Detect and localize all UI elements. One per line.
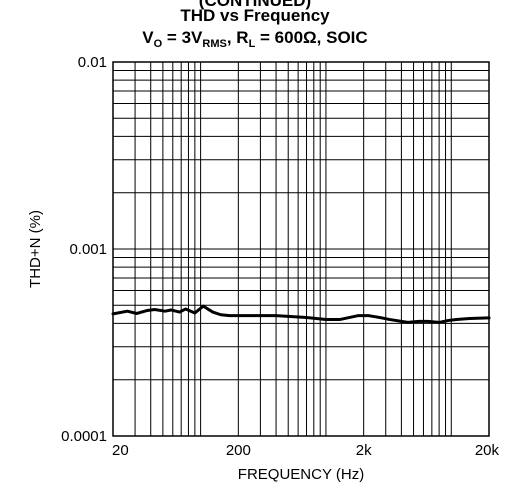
plot-frame xyxy=(112,61,490,437)
x-axis-label: FREQUENCY (Hz) xyxy=(238,466,364,483)
plot-grid xyxy=(113,62,489,436)
y-tick-labels: 0.01 0.001 0.0001 xyxy=(61,54,107,445)
chart-subtitle: VO = 3VRMS, RL = 600Ω, SOIC xyxy=(142,28,367,50)
y-tick-label: 0.0001 xyxy=(61,428,107,445)
thd-series-line xyxy=(111,304,491,324)
x-tick-label: 200 xyxy=(226,442,251,459)
y-tick-label: 0.01 xyxy=(78,54,107,71)
x-tick-label: 2k xyxy=(356,442,372,459)
y-tick-label: 0.001 xyxy=(69,241,107,258)
x-tick-label: 20 xyxy=(112,442,129,459)
partial-title: (CONTINUED) xyxy=(199,0,311,10)
x-tick-label: 20k xyxy=(475,442,500,459)
y-axis-label: THD+N (%) xyxy=(27,210,44,288)
x-tick-labels: 20 200 2k 20k xyxy=(112,442,499,459)
chart-title: THD vs Frequency xyxy=(180,6,330,25)
